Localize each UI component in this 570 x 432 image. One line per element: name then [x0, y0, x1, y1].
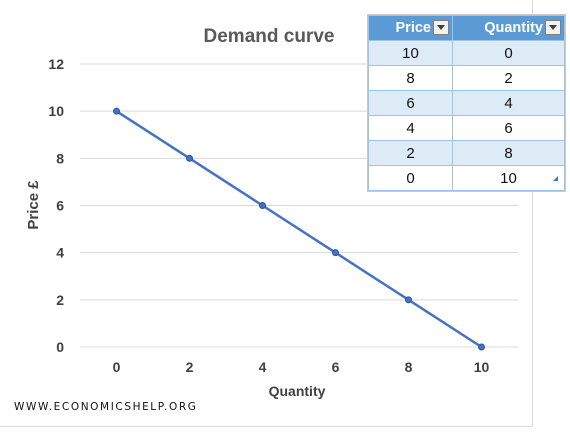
- y-tick-label: 8: [56, 150, 64, 166]
- y-tick-label: 2: [56, 292, 64, 308]
- data-point: [259, 202, 266, 209]
- table-row: 0 10: [368, 165, 565, 191]
- y-tick-label: 4: [56, 245, 64, 261]
- x-tick-label: 6: [332, 359, 340, 375]
- table-cell[interactable]: 4: [452, 90, 565, 116]
- x-tick-label: 8: [405, 359, 413, 375]
- table-cell[interactable]: 10: [368, 40, 453, 66]
- y-tick-label: 12: [48, 56, 64, 72]
- table-resize-handle[interactable]: [553, 176, 558, 181]
- data-point: [186, 154, 193, 162]
- x-tick-label: 2: [186, 359, 194, 375]
- table-header-row: Price Quantity: [368, 15, 565, 41]
- y-tick-label: 6: [56, 198, 64, 214]
- table-row: 4 6: [368, 115, 565, 141]
- table-cell[interactable]: 4: [368, 115, 453, 141]
- chart-title: Demand curve: [204, 26, 335, 47]
- y-tick-label: 10: [48, 103, 64, 119]
- table-cell[interactable]: 0: [452, 40, 565, 66]
- x-tick-label: 10: [474, 359, 490, 375]
- header-price-label: Price: [395, 20, 431, 36]
- table-row: 8 2: [368, 65, 565, 91]
- table-row: 2 8: [368, 140, 565, 166]
- table-row: 10 0: [368, 40, 565, 66]
- table-cell[interactable]: 2: [368, 140, 453, 166]
- y-tick-label: 0: [56, 339, 64, 355]
- header-quantity: Quantity: [452, 15, 565, 41]
- header-price: Price: [368, 15, 453, 41]
- data-table: Price Quantity 10 0 8 2 6 4 4 6 2 8 0 10: [368, 15, 565, 191]
- table-cell[interactable]: 10: [452, 165, 565, 191]
- filter-dropdown-icon[interactable]: [545, 19, 561, 35]
- x-axis-label: Quantity: [269, 383, 326, 399]
- filter-dropdown-icon[interactable]: [433, 19, 449, 35]
- table-cell[interactable]: 8: [452, 140, 565, 166]
- data-point: [405, 296, 412, 304]
- data-point: [113, 107, 120, 115]
- header-quantity-label: Quantity: [484, 20, 543, 36]
- table-cell[interactable]: 0: [368, 165, 453, 191]
- x-tick-label: 0: [113, 359, 121, 375]
- watermark: WWW.ECONOMICSHELP.ORG: [14, 401, 198, 413]
- data-point: [332, 249, 339, 257]
- series-line: [115, 110, 483, 349]
- data-point: [478, 343, 485, 351]
- table-cell[interactable]: 6: [452, 115, 565, 141]
- table-cell[interactable]: 6: [368, 90, 453, 116]
- table-cell[interactable]: 2: [452, 65, 565, 91]
- y-axis-label: Price £: [25, 180, 42, 230]
- table-cell[interactable]: 8: [368, 65, 453, 91]
- x-tick-label: 4: [259, 359, 267, 375]
- table-row: 6 4: [368, 90, 565, 116]
